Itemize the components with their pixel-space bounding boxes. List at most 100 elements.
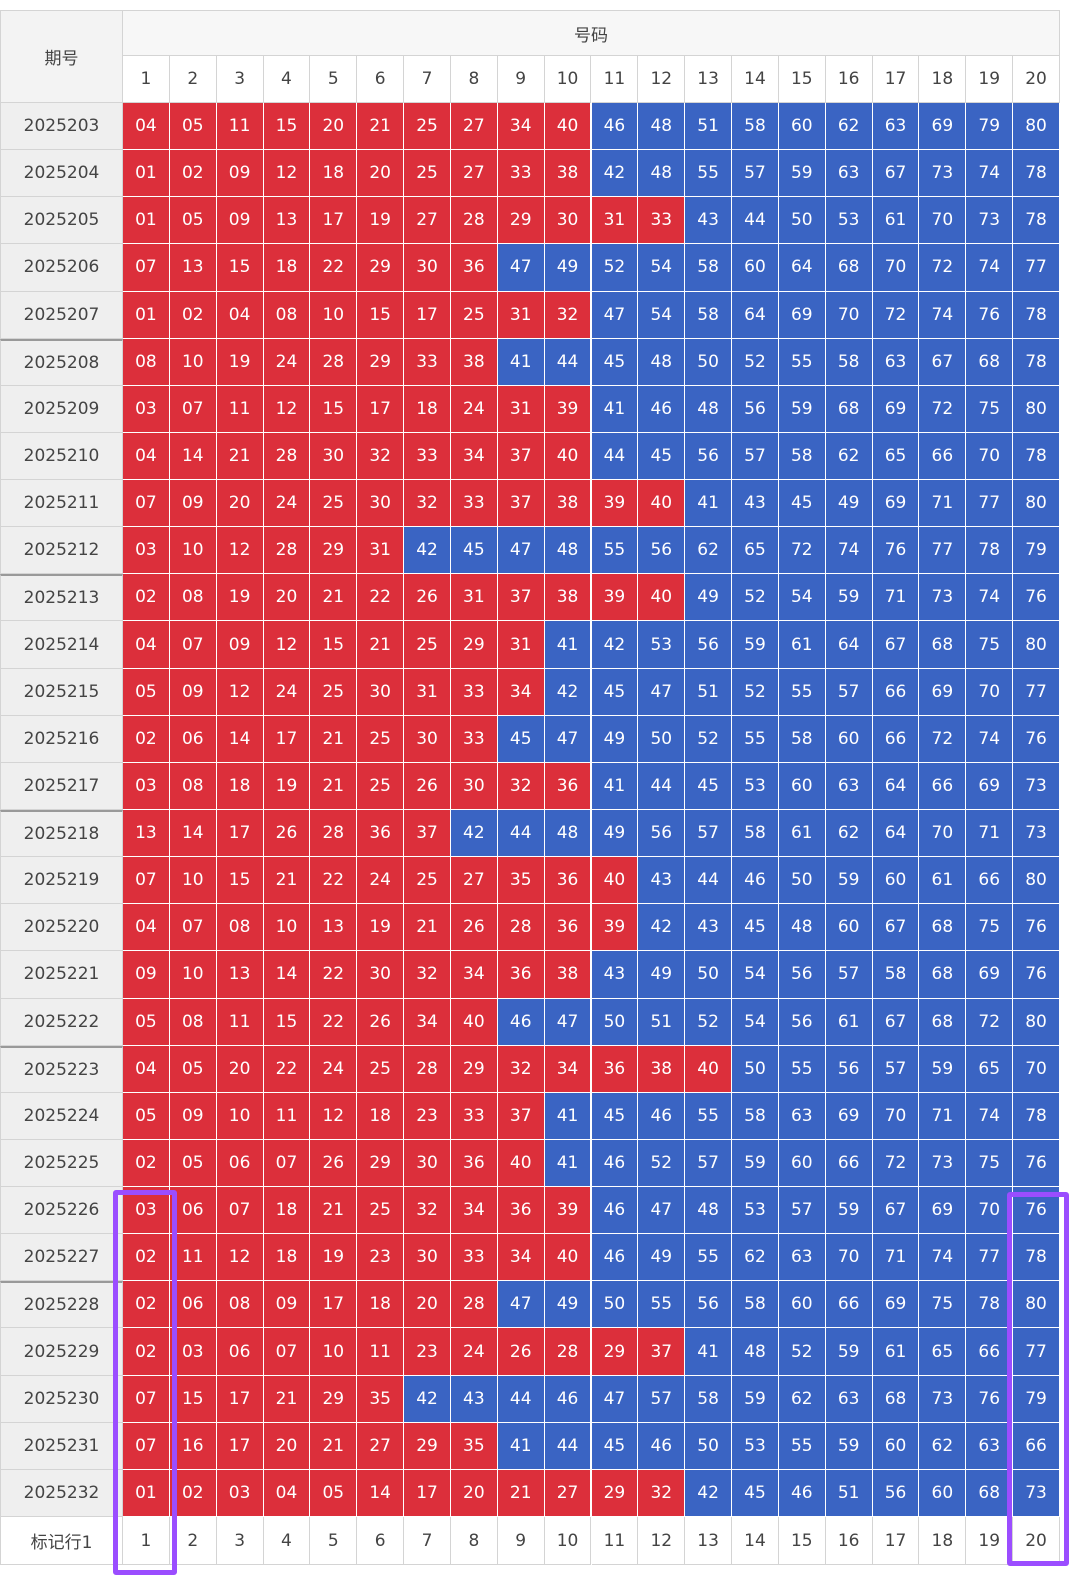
- number-cell: 06: [216, 1139, 264, 1188]
- period-id: 2025232: [0, 1469, 123, 1517]
- number-cell: 31: [450, 574, 498, 622]
- number-cell: 26: [310, 1139, 358, 1188]
- period-id: 2025216: [0, 715, 123, 763]
- number-cell: 24: [450, 385, 498, 433]
- period-id: 2025210: [0, 432, 123, 481]
- number-cell: 68: [919, 951, 967, 999]
- number-cell: 15: [310, 385, 358, 433]
- number-cell: 58: [732, 103, 779, 151]
- number-cell: 36: [450, 244, 498, 292]
- group-header: 号码: [123, 10, 1060, 56]
- number-cell: 33: [404, 338, 451, 386]
- number-cell: 15: [216, 857, 264, 905]
- number-cell: 29: [591, 1328, 639, 1376]
- number-cell: 49: [591, 810, 639, 858]
- number-cell: 02: [123, 1328, 170, 1376]
- number-cell: 30: [357, 668, 405, 716]
- period-id: 2025211: [0, 480, 123, 528]
- number-cell: 33: [404, 432, 451, 481]
- number-cell: 23: [404, 1328, 451, 1376]
- number-cell: 53: [638, 621, 686, 669]
- period-id: 2025229: [0, 1328, 123, 1376]
- column-header: 11: [591, 56, 639, 103]
- footer-cell: 14: [732, 1517, 779, 1565]
- number-cell: 53: [825, 197, 873, 245]
- number-cell: 52: [591, 244, 639, 292]
- number-cell: 06: [169, 1281, 217, 1329]
- number-cell: 69: [872, 480, 920, 528]
- number-cell: 47: [497, 244, 545, 292]
- number-cell: 17: [404, 291, 451, 339]
- number-cell: 66: [966, 857, 1014, 905]
- number-cell: 28: [310, 338, 358, 386]
- footer-cell: 17: [872, 1517, 920, 1565]
- number-cell: 09: [169, 1092, 217, 1140]
- number-cell: 76: [1013, 904, 1060, 952]
- number-cell: 47: [544, 715, 592, 763]
- number-cell: 27: [357, 1422, 405, 1470]
- footer-cell: 5: [310, 1517, 358, 1565]
- number-cell: 37: [497, 432, 545, 481]
- number-cell: 55: [685, 1092, 733, 1140]
- number-cell: 44: [544, 1422, 592, 1470]
- number-cell: 80: [1013, 857, 1060, 905]
- number-cell: 74: [919, 1234, 967, 1282]
- number-cell: 74: [825, 527, 873, 575]
- number-cell: 80: [1013, 621, 1060, 669]
- number-cell: 26: [450, 904, 498, 952]
- number-cell: 55: [732, 715, 779, 763]
- number-cell: 72: [872, 291, 920, 339]
- number-cell: 01: [123, 150, 170, 198]
- number-cell: 58: [778, 715, 826, 763]
- column-header: 9: [497, 56, 545, 103]
- period-id: 2025219: [0, 857, 123, 905]
- number-cell: 69: [825, 1092, 873, 1140]
- number-cell: 25: [450, 291, 498, 339]
- number-cell: 33: [450, 1092, 498, 1140]
- number-cell: 04: [123, 904, 170, 952]
- number-cell: 31: [497, 291, 545, 339]
- number-cell: 02: [169, 150, 217, 198]
- number-cell: 60: [919, 1469, 967, 1517]
- number-cell: 20: [310, 103, 358, 151]
- number-cell: 55: [685, 150, 733, 198]
- period-id: 2025220: [0, 904, 123, 952]
- number-cell: 49: [544, 244, 592, 292]
- number-cell: 61: [872, 1328, 920, 1376]
- number-cell: 66: [919, 432, 967, 481]
- number-cell: 38: [544, 150, 592, 198]
- number-cell: 51: [638, 998, 686, 1046]
- number-cell: 63: [872, 338, 920, 386]
- number-cell: 21: [310, 715, 358, 763]
- number-cell: 43: [591, 951, 639, 999]
- number-cell: 32: [404, 951, 451, 999]
- number-cell: 72: [966, 998, 1014, 1046]
- number-cell: 04: [263, 1469, 311, 1517]
- number-cell: 12: [310, 1092, 358, 1140]
- footer-cell: 1: [123, 1517, 170, 1565]
- number-cell: 32: [497, 762, 545, 810]
- number-cell: 56: [778, 998, 826, 1046]
- number-cell: 40: [638, 574, 686, 622]
- number-cell: 21: [263, 1375, 311, 1423]
- number-cell: 18: [404, 385, 451, 433]
- number-cell: 15: [357, 291, 405, 339]
- footer-cell: 16: [825, 1517, 873, 1565]
- number-cell: 54: [778, 574, 826, 622]
- number-cell: 15: [310, 621, 358, 669]
- number-cell: 72: [919, 715, 967, 763]
- number-cell: 47: [497, 527, 545, 575]
- number-cell: 17: [216, 1422, 264, 1470]
- number-cell: 50: [638, 715, 686, 763]
- number-cell: 79: [1013, 1375, 1060, 1423]
- number-cell: 35: [450, 1422, 498, 1470]
- number-cell: 77: [919, 527, 967, 575]
- number-cell: 41: [591, 762, 639, 810]
- number-cell: 24: [263, 338, 311, 386]
- number-cell: 51: [685, 668, 733, 716]
- number-cell: 07: [123, 1422, 170, 1470]
- number-cell: 79: [1013, 527, 1060, 575]
- number-cell: 29: [497, 197, 545, 245]
- column-header: 8: [450, 56, 498, 103]
- number-cell: 05: [123, 668, 170, 716]
